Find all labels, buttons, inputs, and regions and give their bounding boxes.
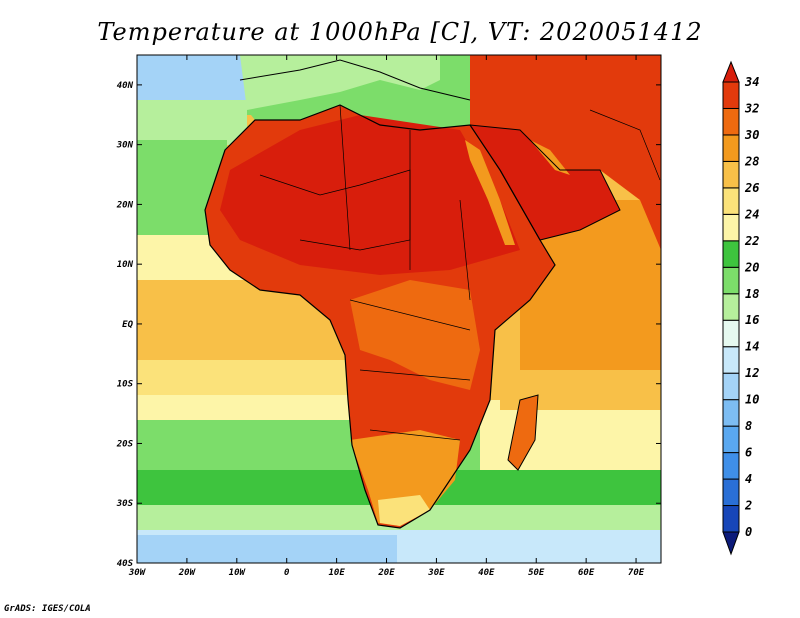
- x-tick-label: 30W: [128, 568, 147, 578]
- colorbar-swatch: [722, 187, 740, 215]
- colorbar-label: 12: [745, 366, 759, 380]
- colorbar-swatch: [722, 266, 740, 295]
- map-title: Temperature at 1000hPa [C], VT: 20200514…: [97, 18, 703, 46]
- colorbar-label: 8: [745, 419, 752, 433]
- colorbar-label: 0: [745, 525, 752, 539]
- x-tick-label: 20W: [178, 568, 197, 578]
- colorbar-label: 10: [745, 393, 759, 407]
- colorbar-label: 22: [744, 234, 759, 248]
- x-tick-label: 50E: [528, 568, 545, 578]
- x-tick-label: 70E: [628, 568, 645, 578]
- colorbar-label: 14: [745, 340, 759, 354]
- colorbar-swatch: [722, 425, 740, 454]
- y-tick-label: 20S: [116, 439, 134, 449]
- colorbar-swatch: [722, 160, 740, 189]
- y-tick-label: 40N: [117, 81, 134, 91]
- y-tick-label: EQ: [122, 320, 133, 330]
- colorbar-swatch: [722, 372, 740, 401]
- map-frame: [136, 54, 662, 564]
- colorbar-label: 28: [744, 154, 759, 168]
- x-tick-label: 10E: [328, 568, 345, 578]
- colorbar-label: 24: [744, 207, 759, 221]
- x-tick-label: 40E: [478, 568, 495, 578]
- colorbar-swatch: [722, 319, 740, 348]
- colorbar-label: 26: [744, 181, 759, 195]
- colorbar-swatch: [722, 452, 740, 480]
- y-tick-label: 10N: [117, 260, 134, 270]
- colorbar-label: 4: [745, 472, 752, 486]
- x-tick-label: 0: [284, 568, 290, 578]
- colorbar-swatch: [722, 346, 740, 374]
- x-axis: 30W 20W 10W 0 10E 20E 30E 40E 50E 60E 70E: [128, 55, 645, 578]
- colorbar-label: 20: [744, 260, 759, 274]
- colorbar-swatch: [722, 293, 740, 321]
- credit-text: GrADS: IGES/COLA: [4, 604, 91, 614]
- colorbar-label: 16: [745, 313, 759, 327]
- colorbar-swatch: [722, 134, 740, 162]
- colorbar-swatch: [722, 81, 740, 109]
- colorbar-swatch: [722, 399, 740, 427]
- y-tick-label: 10S: [117, 380, 134, 390]
- x-tick-label: 30E: [427, 568, 445, 578]
- x-tick-label: 20E: [377, 568, 395, 578]
- y-tick-label: 30S: [116, 499, 134, 509]
- colorbar-label: 6: [745, 446, 752, 460]
- colorbar-swatch: [722, 213, 740, 242]
- y-tick-label: 20N: [116, 200, 134, 210]
- y-axis: 40S 30S 20S 10S EQ 10N 20N 30N 40N: [116, 81, 661, 569]
- colorbar-label: 30: [744, 128, 759, 142]
- x-tick-label: 10W: [229, 568, 247, 578]
- colorbar-label: 34: [744, 75, 759, 89]
- colorbar-swatch: [722, 478, 740, 507]
- x-tick-label: 60E: [578, 568, 595, 578]
- colorbar-label: 18: [745, 287, 759, 301]
- colorbar-label: 2: [744, 499, 752, 513]
- y-tick-label: 30N: [116, 141, 134, 151]
- y-tick-label: 40S: [117, 559, 134, 569]
- colorbar-top-triangle: [722, 60, 740, 83]
- colorbar-bottom-triangle: [722, 531, 740, 556]
- colorbar-swatch: [722, 107, 740, 136]
- map-fields: [137, 55, 661, 563]
- colorbar-label: 32: [744, 101, 759, 115]
- colorbar-swatch: [722, 505, 740, 533]
- colorbar-swatch: [722, 240, 740, 268]
